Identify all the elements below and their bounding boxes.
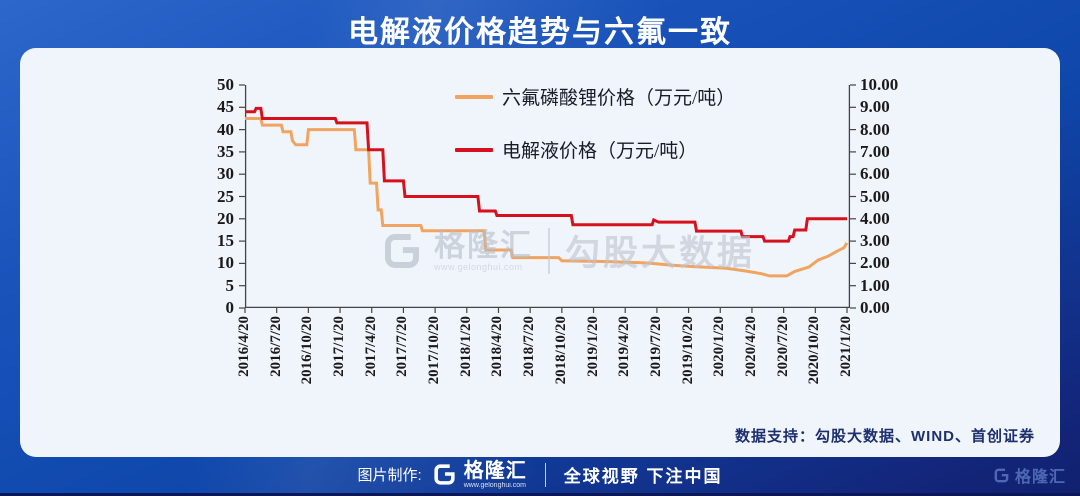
chart-canvas — [239, 84, 856, 313]
x-axis-tick-label: 2016/4/20 — [236, 316, 252, 377]
x-axis-tick-label: 2020/4/20 — [742, 316, 759, 377]
right-axis-tick-label: 4.00 — [860, 208, 890, 228]
footer-brand-url: www.gelonghui.com — [463, 481, 526, 489]
corner-brand-logo: 格隆汇 — [993, 463, 1066, 487]
left-axis-tick-label: 30 — [217, 164, 234, 184]
right-axis-tick-label: 1.00 — [860, 275, 890, 295]
x-axis-tick-label: 2017/10/20 — [426, 316, 443, 385]
footer-divider — [544, 462, 546, 487]
data-support-note: 数据支持：勾股大数据、WIND、首创证券 — [735, 428, 1035, 445]
corner-brand-name: 格隆汇 — [1014, 469, 1066, 486]
left-axis-tick-label: 50 — [217, 75, 234, 94]
right-axis-tick-label: 5.00 — [860, 186, 890, 206]
right-axis-tick-label: 10.00 — [860, 75, 899, 94]
x-axis-tick-label: 2019/1/20 — [584, 316, 601, 377]
x-axis-tick-label: 2020/10/20 — [806, 316, 823, 385]
x-axis-tick-label: 2019/10/20 — [679, 316, 696, 385]
footer-bar: 图片制作: 格隆汇 www.gelonghui.com 全球视野 下注中国 — [0, 456, 1080, 493]
right-axis-tick-label: 6.00 — [860, 164, 890, 184]
x-axis-tick-label: 2016/7/20 — [267, 316, 284, 377]
legend-swatch-lipf6 — [455, 94, 493, 99]
right-axis-tick-label: 7.00 — [860, 141, 890, 161]
gelonghui-logo-icon — [434, 464, 455, 485]
x-axis-tick-label: 2017/1/20 — [331, 316, 348, 377]
x-axis-tick-label: 2018/1/20 — [457, 316, 474, 377]
series-line-electrolyte — [245, 106, 847, 243]
left-axis-tick-label: 5 — [225, 275, 235, 295]
footer-brand-text-wrap: 格隆汇 www.gelonghui.com — [464, 461, 527, 489]
legend-label-electrolyte: 电解液价格（万元/吨） — [502, 141, 698, 162]
right-axis-tick-label: 3.00 — [860, 231, 890, 251]
left-axis-tick-label: 15 — [217, 231, 234, 251]
chart-card: 六氟磷酸锂价格（万元/吨） 电解液价格（万元/吨） 格隆汇 www.gelong… — [20, 48, 1060, 457]
right-axis-tick-label: 9.00 — [860, 97, 890, 117]
right-axis-tick-label: 0.00 — [860, 298, 890, 317]
footer-brand-logo: 格隆汇 www.gelonghui.com — [432, 461, 527, 489]
x-axis-tick-label: 2018/7/20 — [521, 316, 538, 377]
left-axis-tick-label: 25 — [217, 186, 234, 206]
left-axis-tick-label: 40 — [217, 119, 234, 139]
x-axis-tick-label: 2018/10/20 — [552, 316, 569, 385]
left-axis-tick-label: 20 — [217, 208, 234, 228]
left-axis-tick-label: 10 — [217, 253, 234, 273]
x-axis-tick-label: 2020/7/20 — [774, 316, 791, 377]
x-axis-tick-label: 2017/7/20 — [394, 316, 411, 377]
footer-brand-name: 格隆汇 — [463, 459, 527, 482]
gelonghui-logo-icon — [994, 468, 1009, 482]
legend-item-electrolyte: 电解液价格（万元/吨） — [455, 136, 697, 163]
x-axis-tick-label: 2020/1/20 — [711, 316, 728, 377]
right-axis-tick-label: 2.00 — [860, 253, 890, 273]
series-line-lipf6 — [245, 117, 849, 278]
x-axis-tick-label: 2016/10/20 — [299, 316, 316, 385]
legend-label-lipf6: 六氟磷酸锂价格（万元/吨） — [502, 88, 736, 109]
x-axis-tick-label: 2019/4/20 — [616, 316, 633, 377]
left-axis-tick-label: 0 — [225, 298, 235, 317]
left-axis-tick-label: 45 — [217, 97, 234, 117]
price-trend-chart — [239, 84, 856, 313]
left-axis-tick-label: 35 — [217, 141, 234, 161]
page-title: 电解液价格趋势与六氟一致 — [348, 16, 732, 49]
x-axis-tick-label: 2019/7/20 — [647, 316, 664, 377]
legend-item-lipf6: 六氟磷酸锂价格（万元/吨） — [455, 83, 735, 110]
right-axis-tick-label: 8.00 — [860, 119, 890, 139]
x-axis-tick-label: 2021/1/20 — [838, 316, 854, 377]
bottom-edge-strip — [0, 493, 1080, 496]
axis-lines — [244, 85, 851, 309]
legend-swatch-electrolyte — [455, 147, 493, 152]
x-axis-tick-label: 2017/4/20 — [362, 316, 379, 377]
x-axis-tick-label: 2018/4/20 — [489, 316, 506, 377]
footer-made-by-label: 图片制作: — [357, 467, 422, 484]
footer-slogan: 全球视野 下注中国 — [563, 467, 723, 486]
